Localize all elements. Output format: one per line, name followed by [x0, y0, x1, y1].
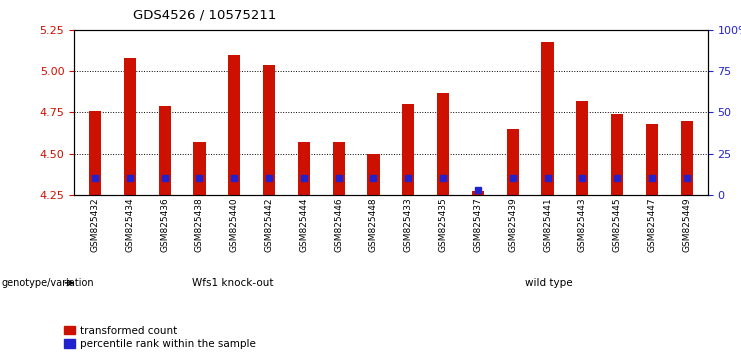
Bar: [437, 93, 449, 195]
Text: genotype/variation: genotype/variation: [1, 278, 94, 288]
Text: wild type: wild type: [525, 278, 573, 288]
Bar: [402, 104, 414, 195]
Legend: transformed count, percentile rank within the sample: transformed count, percentile rank withi…: [64, 326, 256, 349]
Bar: [193, 142, 205, 195]
Bar: [263, 65, 275, 195]
Bar: [507, 129, 519, 195]
Bar: [611, 114, 623, 195]
Bar: [298, 142, 310, 195]
Bar: [89, 111, 101, 195]
Bar: [576, 101, 588, 195]
Bar: [333, 142, 345, 195]
Bar: [124, 58, 136, 195]
Text: Wfs1 knock-out: Wfs1 knock-out: [192, 278, 273, 288]
Text: GDS4526 / 10575211: GDS4526 / 10575211: [133, 9, 276, 22]
Bar: [159, 106, 170, 195]
Bar: [681, 121, 693, 195]
Bar: [368, 154, 379, 195]
Bar: [542, 42, 554, 195]
Bar: [472, 192, 484, 195]
Bar: [228, 55, 240, 195]
Bar: [646, 124, 658, 195]
